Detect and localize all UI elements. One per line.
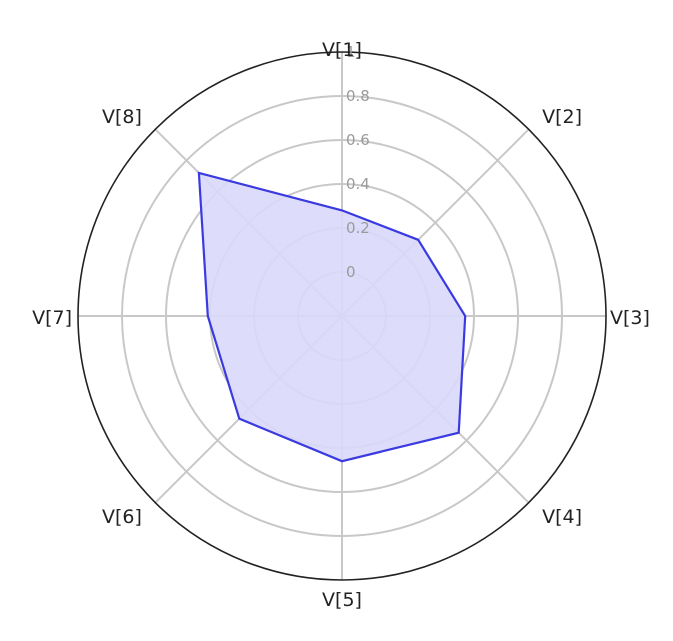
- axis-label-2: V[2]: [542, 106, 582, 128]
- series-area-1: [197, 171, 467, 463]
- axis-label-5: V[5]: [322, 589, 362, 611]
- data-layer: [197, 171, 467, 463]
- radial-tick-label: 0.6: [346, 131, 370, 149]
- axis-label-1: V[1]: [322, 39, 362, 61]
- radial-tick-label: 0.4: [346, 175, 370, 193]
- axis-label-6: V[6]: [102, 506, 142, 528]
- label-layer: 0 0.2 0.4 0.6 0.8 1V[1] V[2] V[3] V[4] V[5] V[6] V[…: [32, 39, 650, 611]
- axis-label-8: V[8]: [102, 106, 142, 128]
- radial-tick-label: 1: [346, 43, 356, 61]
- radial-tick-label: 0.2: [346, 219, 370, 237]
- radial-tick-label: 0: [346, 263, 356, 281]
- outer-frame: [77, 51, 607, 581]
- axis-label-4: V[4]: [542, 506, 582, 528]
- radial-tick-label: 0.8: [346, 87, 370, 105]
- axis-label-7: V[7]: [32, 307, 72, 329]
- axis-label-3: V[3]: [610, 307, 650, 329]
